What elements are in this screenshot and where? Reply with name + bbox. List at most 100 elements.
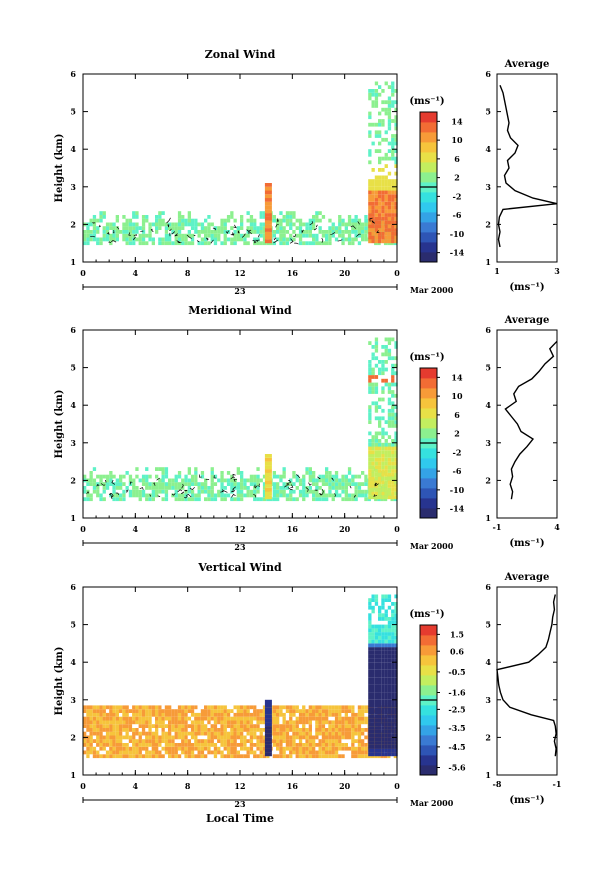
heatmap-cell [276, 728, 280, 732]
heatmap-cell [220, 222, 224, 227]
heatmap-cell [381, 665, 385, 670]
heatmap-cell [387, 239, 392, 244]
heatmap-cell [243, 724, 247, 728]
heatmap-cell [361, 712, 365, 717]
heatmap-cell [262, 493, 267, 498]
heatmap-cell [207, 222, 211, 227]
heatmap-cell [378, 472, 382, 477]
heatmap-cell [391, 363, 395, 368]
heatmap-cell [207, 489, 211, 494]
heatmap-cell [92, 215, 97, 219]
heatmap-cell [338, 754, 342, 759]
heatmap-cell [112, 739, 116, 743]
heatmap-cell [378, 658, 382, 663]
heatmap-cell [200, 754, 205, 759]
heatmap-cell [318, 211, 322, 215]
heatmap-cell [292, 712, 296, 717]
heatmap-cell [354, 731, 358, 736]
heatmap-cell [99, 218, 103, 223]
heatmap-cell [151, 735, 155, 740]
x-tick-label: 4 [133, 268, 139, 278]
heatmap-cell [161, 712, 165, 717]
heatmap-cell [138, 712, 142, 717]
heatmap-cell [381, 711, 385, 715]
heatmap-cell [99, 735, 103, 740]
heatmap-cell [391, 635, 395, 640]
heatmap-cell [171, 230, 175, 234]
heatmap-cell [109, 471, 113, 475]
heatmap-cell [92, 709, 97, 713]
heatmap-cell [391, 684, 395, 689]
heatmap-cell [354, 482, 358, 486]
colorbar-swatch [420, 675, 437, 686]
heatmap-cell [391, 337, 395, 342]
heatmap-cell [194, 230, 198, 234]
heatmap-cell [282, 746, 286, 751]
heatmap-cell [256, 720, 260, 725]
heatmap-cell [276, 226, 280, 230]
heatmap-cell [207, 739, 211, 743]
profile-x-tick-label: 1 [494, 266, 500, 276]
heatmap-cell [168, 739, 172, 743]
heatmap-cell [99, 241, 103, 246]
heatmap-cell [394, 602, 398, 606]
date-month-label: Mar 2000 [410, 541, 454, 551]
heatmap-cell [158, 709, 162, 713]
heatmap-cell [381, 209, 385, 214]
heatmap-cell [347, 497, 352, 502]
heatmap-cell [243, 728, 247, 732]
heatmap-cell [357, 743, 362, 747]
heatmap-cell [161, 486, 165, 490]
heatmap-cell [171, 735, 175, 740]
heatmap-cell [207, 716, 211, 721]
heatmap-cell [148, 705, 152, 710]
heatmap-cell [391, 152, 395, 157]
heatmap-cell [371, 654, 375, 659]
heatmap-cell [374, 190, 379, 195]
heatmap-cell [155, 486, 159, 490]
heatmap-cell [381, 198, 385, 202]
heatmap-cell [394, 194, 398, 199]
heatmap-cell [246, 211, 250, 215]
heatmap-cell [223, 735, 227, 740]
heatmap-cell [264, 737, 272, 742]
heatmap-cell [374, 677, 379, 681]
heatmap-cell [151, 724, 155, 728]
heatmap-cell [148, 709, 152, 713]
heatmap-cell [325, 705, 329, 710]
heatmap-cell [334, 226, 339, 230]
heatmap-cell [341, 731, 345, 736]
heatmap-cell [115, 754, 119, 759]
heatmap-cell [217, 728, 221, 732]
heatmap-cell [387, 126, 392, 131]
heatmap-cell [371, 665, 375, 670]
heatmap-cell [171, 712, 175, 717]
heatmap-cell [89, 712, 93, 717]
heatmap-cell [220, 497, 224, 502]
heatmap-cell [213, 743, 218, 747]
heatmap-cell [341, 486, 345, 490]
heatmap-cell [378, 639, 382, 644]
heatmap-cell [240, 709, 244, 713]
heatmap-cell [285, 746, 290, 751]
heatmap-cell [394, 416, 398, 421]
heatmap-cell [135, 754, 139, 759]
heatmap-cell [256, 237, 260, 242]
heatmap-cell [354, 728, 358, 732]
heatmap-cell [264, 457, 272, 462]
heatmap-cell [197, 739, 201, 743]
heatmap-cell [236, 724, 240, 728]
y-tick-label: 1 [70, 513, 76, 523]
heatmap-cell [217, 226, 221, 230]
heatmap-cell [264, 194, 272, 199]
heatmap-cell [378, 450, 382, 455]
heatmap-cell [384, 729, 388, 734]
heatmap-cell [132, 705, 136, 710]
heatmap-cell [325, 237, 329, 242]
heatmap-cell [368, 662, 372, 666]
heatmap-cell [285, 728, 290, 732]
heatmap-cell [249, 489, 254, 494]
heatmap-cell [387, 628, 392, 633]
heatmap-cell [391, 408, 395, 413]
heatmap-cell [187, 478, 191, 483]
